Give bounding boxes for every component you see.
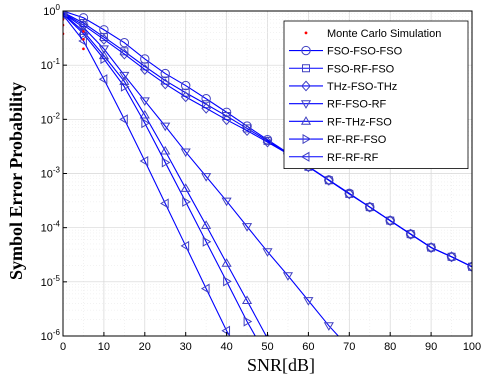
y-tick-label: 10-4 [41, 220, 61, 235]
legend-label: FSO-FSO-FSO [327, 46, 403, 58]
legend-box [284, 21, 468, 169]
y-tick-label: 10-6 [41, 328, 61, 343]
x-tick-label: 90 [425, 341, 437, 353]
y-tick-label: 10-1 [41, 57, 61, 72]
monte-carlo-point [82, 30, 85, 33]
y-tick-label: 10-5 [41, 274, 61, 289]
legend-label: FSO-RF-FSO [327, 63, 395, 75]
legend-label: THz-FSO-THz [327, 81, 397, 93]
y-axis-label: Symbol Error Probability [6, 82, 26, 280]
legend-label: RF-THz-FSO [327, 116, 392, 128]
monte-carlo-point [82, 38, 85, 41]
legend-label: RF-FSO-RF [327, 99, 387, 111]
x-axis-label: SNR[dB] [247, 355, 315, 375]
monte-carlo-point [82, 48, 85, 51]
x-tick-label: 50 [261, 341, 273, 353]
x-tick-label: 100 [463, 341, 481, 353]
x-tick-label: 60 [302, 341, 314, 353]
x-tick-label: 0 [60, 341, 66, 353]
y-tick-label: 100 [43, 3, 60, 18]
x-tick-label: 80 [384, 341, 396, 353]
x-tick-label: 20 [139, 341, 151, 353]
y-tick-label: 10-3 [41, 166, 61, 181]
y-tick-label: 10-2 [41, 111, 61, 126]
x-tick-label: 10 [98, 341, 110, 353]
legend-label: RF-RF-FSO [327, 134, 387, 146]
x-tick-label: 30 [180, 341, 192, 353]
x-tick-label: 40 [220, 341, 232, 353]
legend-label: RF-RF-RF [327, 152, 379, 164]
x-tick-label: 70 [343, 341, 355, 353]
legend-monte-carlo-marker [305, 31, 308, 34]
legend-label: Monte Carlo Simulation [327, 28, 441, 40]
legend: Monte Carlo Simulation FSO-FSO-FSO FSO-RF-… [284, 21, 468, 169]
